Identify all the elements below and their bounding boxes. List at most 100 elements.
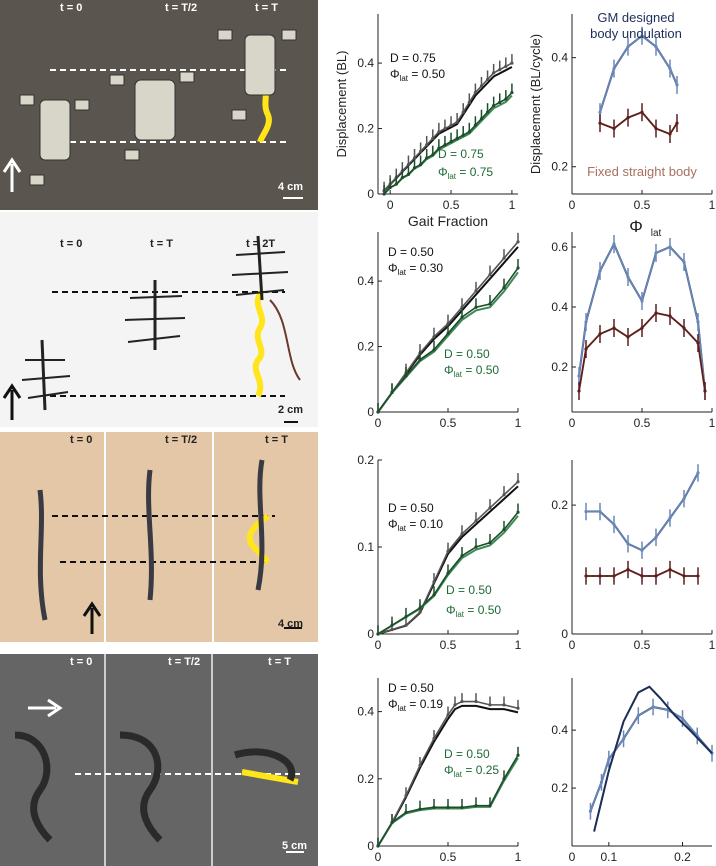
data-point bbox=[432, 805, 436, 809]
direction-arrow bbox=[2, 383, 22, 420]
y-tick-label: 0.2 bbox=[551, 160, 568, 174]
direction-arrow bbox=[28, 698, 63, 718]
data-point bbox=[474, 545, 478, 549]
x-tick-label: 1 bbox=[709, 638, 716, 652]
data-point bbox=[626, 116, 630, 120]
x-tick-label: 0 bbox=[569, 416, 576, 430]
data-point bbox=[516, 480, 520, 484]
annotation-value: = 0.19 bbox=[406, 697, 443, 711]
data-point bbox=[412, 156, 417, 160]
data-point bbox=[696, 320, 700, 324]
x-tick-label: 0.2 bbox=[674, 850, 691, 864]
time-label: t = T/2 bbox=[168, 656, 201, 668]
data-point bbox=[492, 71, 496, 75]
data-point bbox=[640, 548, 644, 552]
data-point bbox=[460, 532, 464, 536]
data-point bbox=[598, 269, 602, 273]
data-point bbox=[696, 471, 700, 475]
robot-silhouette bbox=[37, 459, 265, 621]
y-tick-label: 0.4 bbox=[551, 300, 568, 314]
photo-decorations bbox=[2, 29, 304, 866]
data-point bbox=[675, 83, 679, 87]
data-point bbox=[419, 149, 423, 154]
y-tick-label: 0.4 bbox=[357, 56, 374, 70]
data-point bbox=[668, 245, 672, 249]
time-label: t = 0 bbox=[70, 434, 93, 446]
annotation-subscript: lat bbox=[448, 172, 457, 181]
data-point bbox=[449, 123, 453, 127]
data-point bbox=[584, 320, 588, 324]
data-point bbox=[516, 266, 520, 270]
data-point bbox=[474, 305, 478, 309]
chart-panel-d-phase: 0 0.1 0.2 0.2 0.4 bbox=[551, 678, 714, 864]
tether-cable bbox=[269, 299, 301, 381]
annotation-subscript: lat bbox=[398, 524, 407, 533]
data-point bbox=[479, 117, 484, 121]
x-tick-label: 1 bbox=[515, 850, 522, 864]
data-point bbox=[651, 705, 655, 709]
series-data-line bbox=[599, 34, 678, 113]
series-data-line bbox=[593, 685, 713, 832]
data-point bbox=[598, 110, 602, 114]
y-tick-label: 0.2 bbox=[357, 453, 374, 467]
data-point bbox=[682, 326, 686, 330]
series-data-line bbox=[383, 92, 513, 195]
direction-arrow bbox=[2, 157, 22, 192]
data-point bbox=[682, 574, 686, 578]
data-point bbox=[390, 820, 394, 825]
data-point bbox=[474, 519, 478, 523]
data-point bbox=[488, 272, 492, 277]
data-point bbox=[584, 574, 588, 578]
chart-annotation: D = 0.50 bbox=[446, 583, 492, 597]
data-point bbox=[640, 326, 644, 330]
robot-silhouette bbox=[21, 235, 289, 411]
data-point bbox=[502, 256, 506, 260]
data-point bbox=[488, 804, 492, 808]
data-point bbox=[668, 567, 672, 572]
x-tick-label: 0 bbox=[375, 638, 382, 652]
data-point bbox=[404, 374, 408, 378]
chart-panel-d: 0 0.5 1 0 0.2 0.4 D = 0.50 Φlat = 0.19 D = 0.50 Φ… bbox=[357, 678, 522, 864]
time-label: t = 0 bbox=[60, 2, 83, 14]
annotation-subscript: lat bbox=[456, 610, 465, 619]
photo-strip-c: t = 0 t = T/2 t = T 4 cm bbox=[0, 432, 318, 642]
data-point bbox=[449, 140, 453, 144]
data-point bbox=[431, 136, 435, 140]
data-point bbox=[425, 143, 429, 147]
x-axis-label-subscript: lat bbox=[651, 228, 662, 239]
x-tick-label: 1 bbox=[709, 198, 716, 212]
time-label: t = T bbox=[150, 238, 173, 250]
data-point bbox=[675, 121, 679, 125]
y-tick-label: 0.2 bbox=[357, 122, 374, 136]
data-point bbox=[406, 162, 411, 167]
series-fit-line bbox=[578, 241, 706, 392]
data-point bbox=[446, 331, 450, 336]
data-point bbox=[432, 580, 436, 584]
data-point bbox=[654, 311, 658, 315]
data-point bbox=[404, 810, 408, 815]
data-point bbox=[598, 332, 602, 336]
series-data-line bbox=[383, 62, 513, 192]
chart-panel-a-phase: 0 0.5 1 0.2 0.4 Displacement (BL/cycle) Φ lat GM… bbox=[528, 10, 716, 239]
data-point bbox=[437, 130, 441, 134]
x-axis-label: Gait Fraction bbox=[408, 213, 488, 229]
data-point bbox=[376, 632, 380, 636]
data-point bbox=[418, 763, 422, 767]
data-point bbox=[432, 593, 436, 597]
data-point bbox=[626, 335, 630, 339]
chart-annotation: Φlat = 0.30 bbox=[388, 261, 443, 277]
data-point bbox=[461, 133, 465, 137]
data-point bbox=[516, 240, 520, 244]
x-tick-label: 0 bbox=[375, 416, 382, 430]
chart-panel-a: 0 0.5 1 0 0.2 0.4 Displacement (BL) Gait Fracti… bbox=[334, 14, 518, 229]
scale-bar-label: 2 cm bbox=[278, 404, 304, 416]
data-point bbox=[485, 110, 490, 114]
chart-annotation: Φlat = 0.50 bbox=[444, 363, 499, 379]
x-tick-label: 0.5 bbox=[440, 850, 457, 864]
data-point bbox=[488, 302, 492, 306]
scale-bar-label: 5 cm bbox=[282, 840, 308, 852]
series-fit-line bbox=[586, 472, 699, 552]
data-point bbox=[455, 120, 459, 124]
x-tick-label: 0.5 bbox=[634, 638, 651, 652]
